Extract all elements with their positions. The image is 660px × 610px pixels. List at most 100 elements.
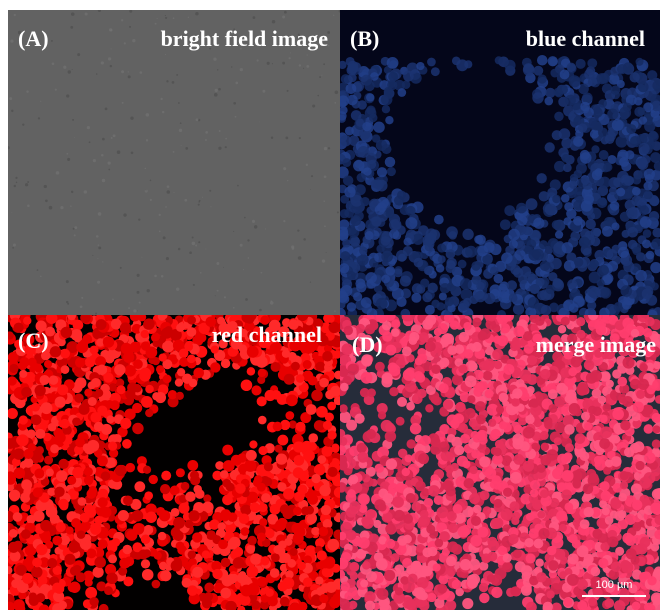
cell [479,583,488,592]
speckle [56,171,60,175]
cell [94,422,104,432]
cell [327,430,336,439]
cell [458,260,467,269]
speckle [287,180,288,181]
cell [36,544,47,555]
speckle [131,151,134,154]
speckle [173,17,175,19]
cell [134,481,145,492]
cell [561,138,572,149]
cell [54,487,64,497]
cell [220,470,229,479]
speckle [291,245,294,248]
speckle [98,9,101,12]
cell [598,99,607,108]
cell [528,297,539,308]
cell [373,520,381,528]
speckle [84,190,87,193]
cell [118,510,129,521]
cell [417,348,426,357]
cell [271,362,281,372]
speckle [93,159,96,162]
cell [215,461,224,470]
cell [452,374,463,385]
speckle [101,61,104,64]
cell [257,483,266,492]
cell [176,324,184,332]
cell [607,261,618,272]
cell [132,403,142,413]
speckle [282,15,285,18]
cell [381,275,390,284]
cell [34,469,44,479]
cell [276,453,287,464]
cell [80,513,90,523]
cell [192,532,202,542]
cell [31,566,42,577]
cell [624,176,634,186]
cell [339,106,347,114]
cell [469,419,478,428]
cell [202,550,210,558]
speckle [311,175,313,177]
speckle [73,228,75,230]
cell [316,406,328,418]
speckle [192,236,194,238]
cell [637,159,648,170]
cell [632,187,641,196]
cell [261,493,271,503]
speckle [102,261,103,262]
cell [49,375,58,384]
speckle [102,179,105,182]
cell [52,536,62,546]
cell [87,440,99,452]
cell [382,105,390,113]
cell [22,573,33,584]
cell [386,209,395,218]
cell [315,577,323,585]
speckle [265,228,266,229]
speckle [240,68,243,71]
cell [19,415,28,424]
cell [103,336,114,347]
cell [434,495,444,505]
cell [365,272,376,283]
cell [241,379,253,391]
cell [499,393,509,403]
speckle [252,220,255,223]
cell [600,287,611,298]
cell [327,467,337,477]
cell [642,288,653,299]
cell [265,528,275,538]
speckle [66,280,69,283]
cell [5,331,13,339]
cell [103,372,113,382]
cell [565,95,576,106]
cell [599,500,607,508]
speckle [334,102,336,104]
cell [377,167,387,177]
cell [33,511,44,522]
speckle [218,147,221,150]
cell [176,392,184,400]
cell [617,64,627,74]
speckle [11,212,12,213]
cell [454,414,464,424]
cell [31,403,40,412]
speckle [102,138,105,141]
cell [415,357,423,365]
cell [552,130,562,140]
cell [446,249,456,259]
cell [246,566,258,578]
cell [602,226,613,237]
speckle [323,63,325,65]
cell [587,58,597,68]
cell [104,586,113,595]
cell [532,250,540,258]
cell [259,503,268,512]
cell [329,322,340,333]
cell [120,418,131,429]
cell [133,523,145,535]
speckle [108,169,110,171]
speckle [67,158,70,161]
